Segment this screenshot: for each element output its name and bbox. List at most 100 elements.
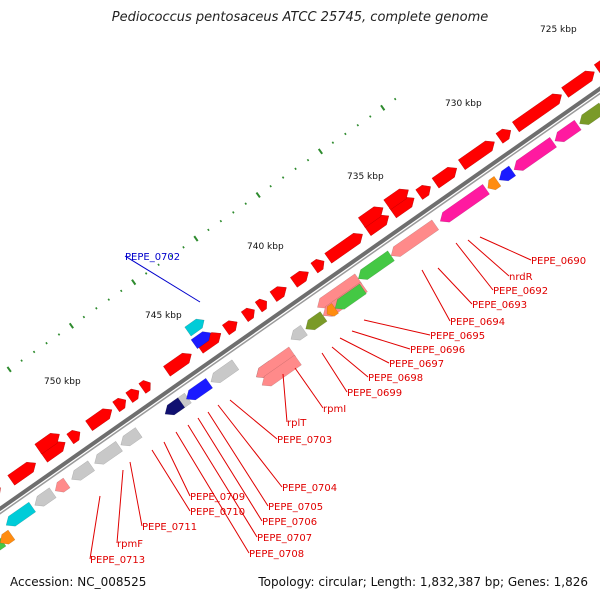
gene-label-rpmi[interactable]: rpmI bbox=[323, 404, 346, 415]
leader-pepe-0707 bbox=[187, 424, 258, 538]
forward-cds-arrow[interactable] bbox=[310, 259, 325, 274]
gene-label-rpmf[interactable]: rpmF bbox=[117, 539, 143, 550]
gene-label-pepe-0699[interactable]: PEPE_0699 bbox=[347, 388, 402, 399]
reverse-cds-arrow[interactable] bbox=[390, 219, 440, 257]
gene-label-pepe-0692[interactable]: PEPE_0692 bbox=[493, 286, 548, 297]
scale-tick bbox=[356, 123, 360, 127]
gene-label-pepe-0698[interactable]: PEPE_0698 bbox=[368, 373, 423, 384]
forward-cds-arrow[interactable] bbox=[415, 185, 431, 200]
reverse-cds-arrow[interactable] bbox=[317, 273, 363, 309]
reverse-cds-arrow[interactable] bbox=[498, 165, 517, 182]
genome-backbone bbox=[0, 86, 600, 515]
map-title: Pediococcus pentosaceus ATCC 25745, comp… bbox=[111, 10, 489, 25]
reverse-cds-arrow[interactable] bbox=[164, 397, 186, 416]
scale-tick bbox=[144, 272, 148, 275]
gene-label-pepe-0695[interactable]: PEPE_0695 bbox=[430, 331, 485, 342]
reverse-cds-arrow[interactable] bbox=[54, 477, 71, 493]
backbone-inner-line bbox=[0, 92, 600, 515]
forward-cds-arrow[interactable] bbox=[85, 408, 113, 431]
leader-nrdr bbox=[467, 239, 510, 277]
forward-cds-arrow[interactable] bbox=[269, 286, 287, 302]
reverse-cds-arrow[interactable] bbox=[210, 359, 240, 384]
reverse-cds-arrow[interactable] bbox=[34, 487, 57, 507]
gene-label-pepe-0711[interactable]: PEPE_0711 bbox=[142, 522, 197, 533]
gene-label-pepe-0704[interactable]: PEPE_0704 bbox=[282, 483, 337, 494]
forward-cds-arrow[interactable] bbox=[324, 233, 363, 264]
reverse-cds-arrow[interactable] bbox=[256, 346, 296, 379]
gene-label-pepe-0709[interactable]: PEPE_0709 bbox=[190, 492, 245, 503]
scale-tick bbox=[182, 246, 185, 249]
reverse-cds-arrow[interactable] bbox=[290, 324, 308, 341]
gene-label-pepe-0693[interactable]: PEPE_0693 bbox=[472, 300, 527, 311]
forward-cds-arrow[interactable] bbox=[383, 188, 409, 210]
leader-pepe-0702 bbox=[124, 255, 201, 303]
leader-pepe-0705 bbox=[207, 411, 269, 507]
scale-tick bbox=[131, 279, 137, 286]
reverse-cds-arrow[interactable] bbox=[0, 529, 16, 545]
forward-cds-arrow[interactable] bbox=[512, 93, 562, 133]
forward-cds-arrow[interactable] bbox=[290, 270, 309, 288]
gene-label-pepe-0702[interactable]: PEPE_0702 bbox=[125, 252, 180, 263]
forward-cds-arrow[interactable] bbox=[358, 206, 384, 228]
reverse-cds-arrow[interactable] bbox=[334, 283, 367, 310]
outer-feature-arrow[interactable] bbox=[190, 331, 211, 349]
scale-tick bbox=[219, 219, 223, 223]
gene-label-pepe-0697[interactable]: PEPE_0697 bbox=[389, 359, 444, 370]
forward-cds-arrow[interactable] bbox=[0, 486, 1, 500]
gene-label-pepe-0707[interactable]: PEPE_0707 bbox=[257, 533, 312, 544]
gene-label-pepe-0696[interactable]: PEPE_0696 bbox=[410, 345, 465, 356]
scale-label-745: 745 kbp bbox=[145, 311, 182, 321]
forward-cds-arrow[interactable] bbox=[66, 430, 81, 445]
outer-feature-arrow[interactable] bbox=[184, 318, 205, 337]
gene-label-pepe-0703[interactable]: PEPE_0703 bbox=[277, 435, 332, 446]
reverse-cds-arrow[interactable] bbox=[513, 137, 557, 171]
forward-cds-arrow[interactable] bbox=[163, 352, 192, 377]
forward-cds-arrow[interactable] bbox=[112, 397, 127, 413]
reverse-cds-arrow[interactable] bbox=[554, 119, 582, 143]
reverse-cds-arrow[interactable] bbox=[261, 354, 302, 387]
scale-tick bbox=[281, 176, 285, 179]
reverse-cds-arrow[interactable] bbox=[120, 427, 143, 447]
reverse-cds-arrow[interactable] bbox=[305, 311, 328, 331]
reverse-cds-arrow[interactable] bbox=[326, 303, 339, 317]
forward-cds-arrow[interactable] bbox=[240, 307, 255, 322]
scale-tick bbox=[193, 235, 199, 242]
reverse-cds-arrow[interactable] bbox=[71, 460, 95, 481]
gene-label-pepe-0694[interactable]: PEPE_0694 bbox=[450, 317, 505, 328]
reverse-cds-arrow[interactable] bbox=[94, 441, 123, 465]
gene-label-rplt[interactable]: rplT bbox=[287, 418, 307, 429]
reverse-cds-arrow[interactable] bbox=[487, 176, 502, 191]
forward-cds-arrow[interactable] bbox=[495, 128, 512, 144]
forward-cds-arrow[interactable] bbox=[593, 56, 600, 74]
forward-cds-arrow[interactable] bbox=[431, 167, 458, 189]
reverse-cds-arrow[interactable] bbox=[439, 184, 490, 223]
scale-tick bbox=[57, 333, 61, 336]
forward-cds-arrow[interactable] bbox=[125, 388, 140, 403]
forward-cds-arrow[interactable] bbox=[138, 380, 151, 394]
gene-label-pepe-0710[interactable]: PEPE_0710 bbox=[190, 507, 245, 518]
forward-cds-arrow[interactable] bbox=[561, 70, 595, 98]
scale-tick bbox=[393, 97, 397, 101]
forward-cds-arrow[interactable] bbox=[458, 140, 495, 170]
reverse-cds-arrow[interactable] bbox=[358, 250, 395, 280]
reverse-cds-arrow[interactable] bbox=[579, 102, 600, 125]
gene-label-pepe-0705[interactable]: PEPE_0705 bbox=[268, 502, 323, 513]
gene-label-pepe-0690[interactable]: PEPE_0690 bbox=[531, 256, 586, 267]
forward-cds-arrow[interactable] bbox=[222, 320, 238, 336]
gene-label-pepe-0708[interactable]: PEPE_0708 bbox=[249, 549, 304, 560]
forward-cds-arrow[interactable] bbox=[7, 461, 36, 486]
gene-label-pepe-0706[interactable]: PEPE_0706 bbox=[262, 517, 317, 528]
leader-pepe-0713 bbox=[89, 495, 101, 560]
gene-label-nrdr[interactable]: nrdR bbox=[509, 272, 533, 283]
scale-tick bbox=[107, 298, 111, 301]
gene-label-pepe-0713[interactable]: PEPE_0713 bbox=[90, 555, 145, 566]
reverse-cds-arrow[interactable] bbox=[5, 501, 36, 527]
scale-tick bbox=[82, 315, 86, 319]
forward-cds-arrow[interactable] bbox=[34, 433, 60, 455]
scale-tick bbox=[207, 228, 210, 232]
reverse-cds-arrow[interactable] bbox=[186, 377, 213, 401]
forward-cds-arrow[interactable] bbox=[254, 298, 267, 313]
scale-tick bbox=[169, 254, 173, 258]
scale-tick bbox=[68, 322, 74, 329]
